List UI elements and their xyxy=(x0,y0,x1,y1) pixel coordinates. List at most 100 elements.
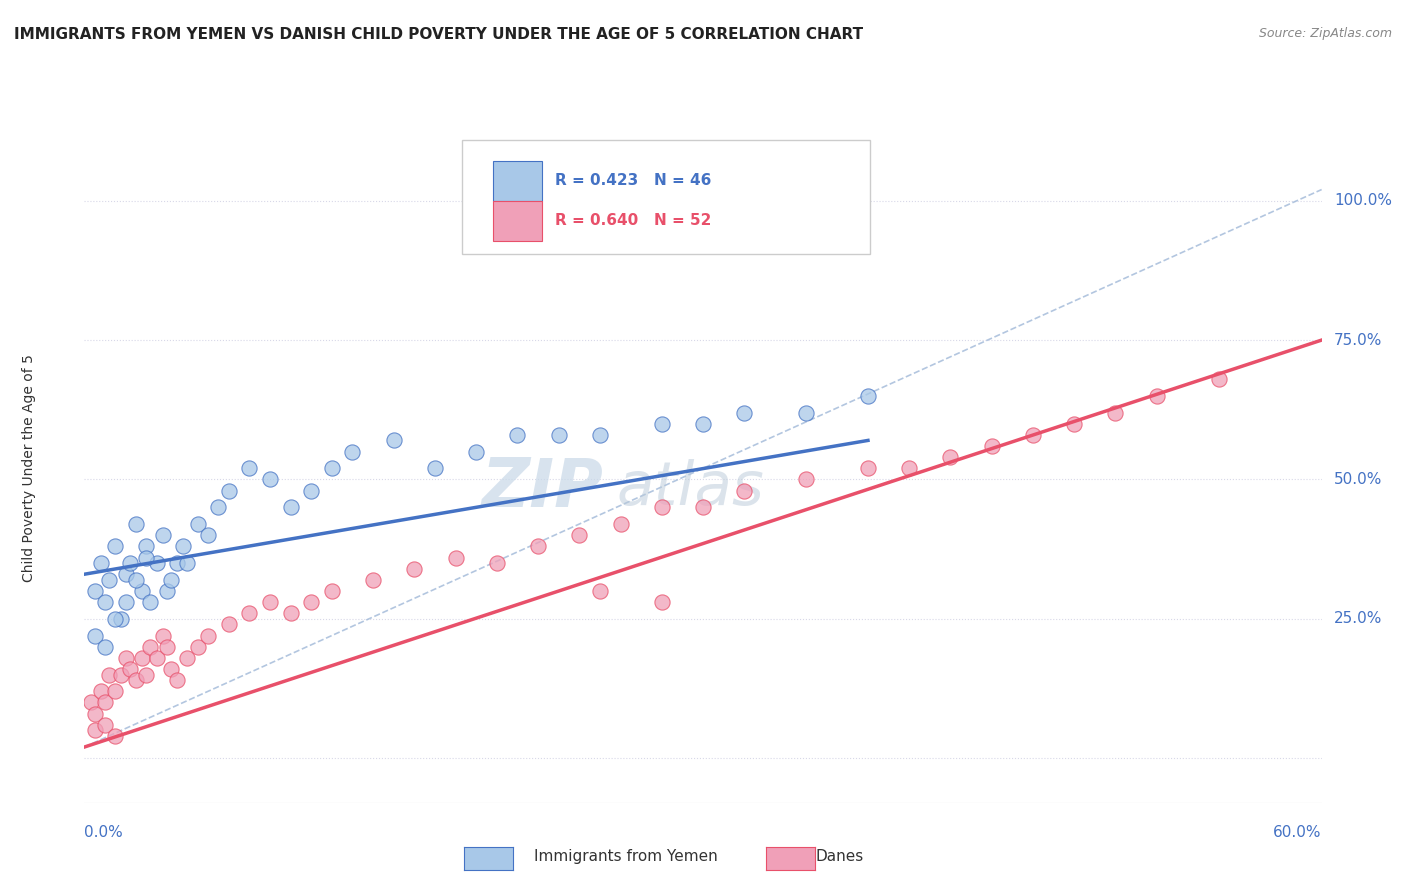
Point xyxy=(568,528,591,542)
Bar xyxy=(492,161,543,201)
Text: IMMIGRANTS FROM YEMEN VS DANISH CHILD POVERTY UNDER THE AGE OF 5 CORRELATION CHA: IMMIGRANTS FROM YEMEN VS DANISH CHILD PO… xyxy=(14,27,863,42)
Point xyxy=(172,539,194,553)
Point xyxy=(83,723,105,738)
Point xyxy=(118,556,141,570)
Point xyxy=(299,595,322,609)
Point xyxy=(125,573,148,587)
Point xyxy=(856,461,879,475)
Point xyxy=(218,483,240,498)
Point xyxy=(589,428,612,442)
Point xyxy=(156,584,179,599)
Point xyxy=(114,595,136,609)
Bar xyxy=(492,201,543,241)
Point xyxy=(527,539,550,553)
Point xyxy=(139,595,162,609)
Point xyxy=(176,651,198,665)
Point xyxy=(197,528,219,542)
Point xyxy=(1208,372,1230,386)
Point xyxy=(197,628,219,642)
Point xyxy=(83,706,105,721)
Point xyxy=(110,667,132,681)
Point xyxy=(187,517,209,532)
Point xyxy=(218,617,240,632)
Point xyxy=(176,556,198,570)
Point xyxy=(166,556,188,570)
Point xyxy=(506,428,529,442)
Point xyxy=(207,500,229,515)
Point xyxy=(98,667,121,681)
Text: 25.0%: 25.0% xyxy=(1334,611,1382,626)
Point xyxy=(1022,428,1045,442)
Point xyxy=(118,662,141,676)
Point xyxy=(135,550,157,565)
Point xyxy=(104,539,127,553)
Point xyxy=(94,696,117,710)
Point xyxy=(139,640,162,654)
Point xyxy=(152,528,174,542)
Text: atlas: atlas xyxy=(616,458,765,518)
Text: 75.0%: 75.0% xyxy=(1334,333,1382,348)
Point xyxy=(131,651,153,665)
Text: Danes: Danes xyxy=(815,849,863,863)
Point xyxy=(794,473,817,487)
FancyBboxPatch shape xyxy=(461,141,870,254)
Point xyxy=(465,444,488,458)
Point xyxy=(898,461,921,475)
Point xyxy=(280,500,302,515)
Point xyxy=(160,573,183,587)
Point xyxy=(94,717,117,731)
Point xyxy=(733,483,755,498)
Point xyxy=(733,406,755,420)
Point xyxy=(980,439,1002,453)
Point xyxy=(1104,406,1126,420)
Point xyxy=(547,428,569,442)
Point xyxy=(423,461,446,475)
Point xyxy=(131,584,153,599)
Point xyxy=(238,461,260,475)
Point xyxy=(1063,417,1085,431)
Point xyxy=(114,567,136,582)
Point xyxy=(856,389,879,403)
Point xyxy=(135,667,157,681)
Point xyxy=(79,696,101,710)
Point xyxy=(94,640,117,654)
Text: Immigrants from Yemen: Immigrants from Yemen xyxy=(534,849,718,863)
Point xyxy=(156,640,179,654)
Point xyxy=(361,573,384,587)
Point xyxy=(238,607,260,621)
Point xyxy=(145,651,167,665)
Point xyxy=(692,417,714,431)
Text: R = 0.640   N = 52: R = 0.640 N = 52 xyxy=(554,213,711,228)
Point xyxy=(485,556,508,570)
Point xyxy=(280,607,302,621)
Point xyxy=(110,612,132,626)
Point xyxy=(135,539,157,553)
Point xyxy=(444,550,467,565)
Point xyxy=(651,417,673,431)
Point xyxy=(321,584,343,599)
Point xyxy=(609,517,631,532)
Point xyxy=(94,595,117,609)
Point xyxy=(114,651,136,665)
Point xyxy=(1146,389,1168,403)
Point xyxy=(382,434,405,448)
Point xyxy=(342,444,364,458)
Text: 0.0%: 0.0% xyxy=(84,825,124,840)
Text: 60.0%: 60.0% xyxy=(1274,825,1322,840)
Point xyxy=(152,628,174,642)
Point xyxy=(104,729,127,743)
Text: R = 0.423   N = 46: R = 0.423 N = 46 xyxy=(554,173,711,188)
Point xyxy=(90,556,112,570)
Point xyxy=(104,684,127,698)
Point xyxy=(651,500,673,515)
Point xyxy=(939,450,962,465)
Text: Source: ZipAtlas.com: Source: ZipAtlas.com xyxy=(1258,27,1392,40)
Point xyxy=(259,473,281,487)
Point xyxy=(160,662,183,676)
Point xyxy=(125,517,148,532)
Text: 100.0%: 100.0% xyxy=(1334,194,1392,208)
Point xyxy=(589,584,612,599)
Point xyxy=(83,628,105,642)
Point xyxy=(83,584,105,599)
Point xyxy=(692,500,714,515)
